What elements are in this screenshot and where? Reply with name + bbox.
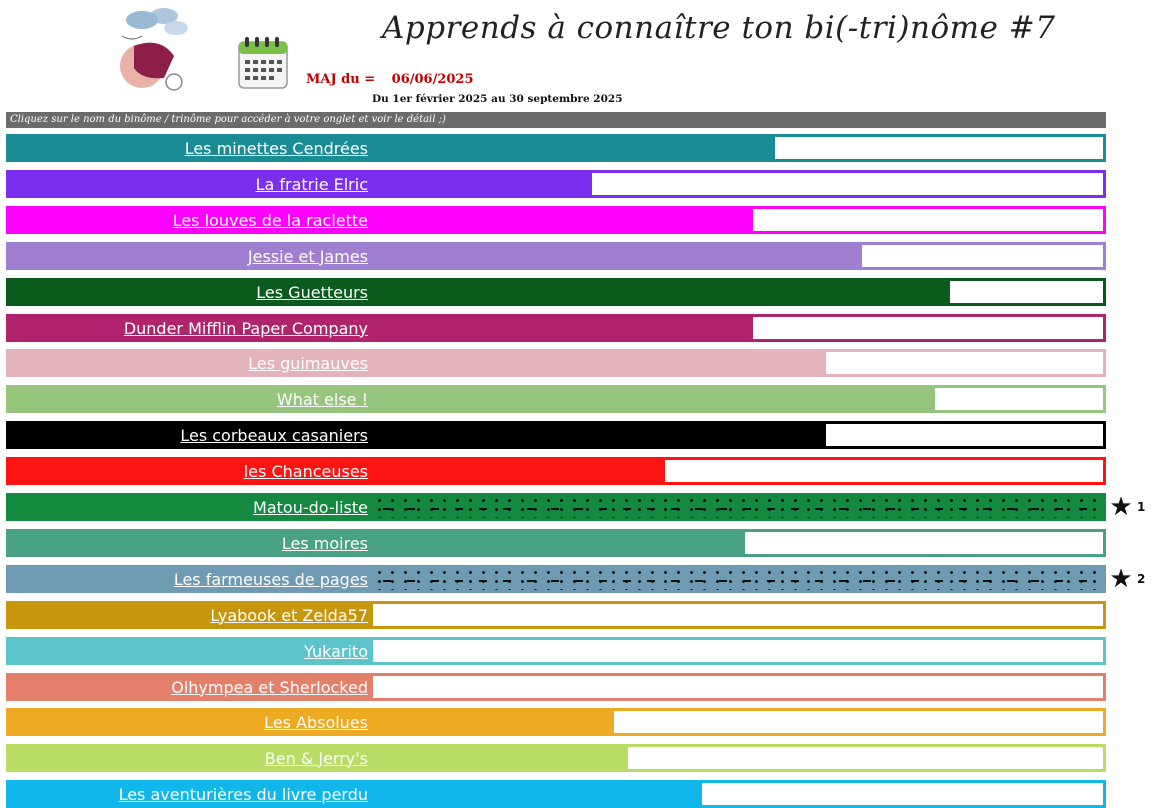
star-icon: ★ (1109, 492, 1133, 522)
group-link[interactable]: les Chanceuses (6, 457, 370, 485)
update-date: 06/06/2025 (391, 72, 474, 87)
update-label: MAJ du = (306, 72, 376, 87)
group-link[interactable]: Les farmeuses de pages (6, 565, 370, 593)
progress-bar (373, 245, 862, 267)
progress-track (370, 421, 1106, 449)
group-link[interactable]: Les Guetteurs (6, 278, 370, 306)
progress-track (370, 385, 1106, 413)
progress-bar (373, 317, 753, 339)
group-link[interactable]: Les guimauves (6, 349, 370, 377)
progress-track (370, 170, 1106, 198)
period-text: Du 1er février 2025 au 30 septembre 2025 (372, 93, 623, 105)
progress-bar (373, 209, 753, 231)
group-link[interactable]: Ben & Jerry's (6, 744, 370, 772)
progress-track (370, 278, 1106, 306)
group-link[interactable]: Les moires (6, 529, 370, 557)
progress-bar (373, 424, 826, 446)
progress-track (370, 673, 1106, 701)
progress-bar (373, 568, 1103, 590)
progress-track (370, 349, 1106, 377)
page-title: Apprends à connaître ton bi(-tri)nôme #7 (382, 10, 1056, 46)
progress-bar (373, 711, 614, 733)
group-link[interactable]: Les aventurières du livre perdu (6, 780, 370, 808)
progress-track (370, 242, 1106, 270)
progress-track (370, 134, 1106, 162)
group-link[interactable]: Les Absolues (6, 708, 370, 736)
group-link[interactable]: Matou-do-liste (6, 493, 370, 521)
progress-bar (373, 173, 592, 195)
calendar-icon (238, 37, 288, 89)
group-link[interactable]: Les louves de la raclette (6, 206, 370, 234)
progress-track (370, 314, 1106, 342)
update-line: MAJ du = 06/06/2025 (306, 72, 474, 87)
progress-track (370, 206, 1106, 234)
book-club-logo-icon (120, 8, 188, 91)
progress-track (370, 493, 1106, 521)
star-icon: ★ (1109, 564, 1133, 594)
instruction-banner: Cliquez sur le nom du binôme / trinôme p… (6, 112, 1106, 128)
group-link[interactable]: Olhympea et Sherlocked (6, 673, 370, 701)
progress-track (370, 780, 1106, 808)
group-link[interactable]: Jessie et James (6, 242, 370, 270)
progress-track (370, 457, 1106, 485)
progress-track (370, 601, 1106, 629)
group-link[interactable]: Lyabook et Zelda57 (6, 601, 370, 629)
progress-bar (373, 747, 628, 769)
progress-track (370, 708, 1106, 736)
group-link[interactable]: La fratrie Elric (6, 170, 370, 198)
group-link[interactable]: Les minettes Cendrées (6, 134, 370, 162)
progress-track (370, 529, 1106, 557)
progress-bar (373, 388, 935, 410)
progress-bar (373, 532, 745, 554)
progress-track (370, 744, 1106, 772)
group-link[interactable]: Yukarito (6, 637, 370, 665)
progress-bar (373, 496, 1103, 518)
group-link[interactable]: Dunder Mifflin Paper Company (6, 314, 370, 342)
progress-bar (373, 783, 702, 805)
progress-bar (373, 352, 826, 374)
rank-number: 2 (1137, 572, 1146, 586)
progress-bar (373, 460, 665, 482)
progress-bar (373, 281, 950, 303)
progress-track (370, 637, 1106, 665)
progress-bar (373, 137, 775, 159)
group-link[interactable]: What else ! (6, 385, 370, 413)
rank-number: 1 (1137, 500, 1146, 514)
group-link[interactable]: Les corbeaux casaniers (6, 421, 370, 449)
progress-track (370, 565, 1106, 593)
